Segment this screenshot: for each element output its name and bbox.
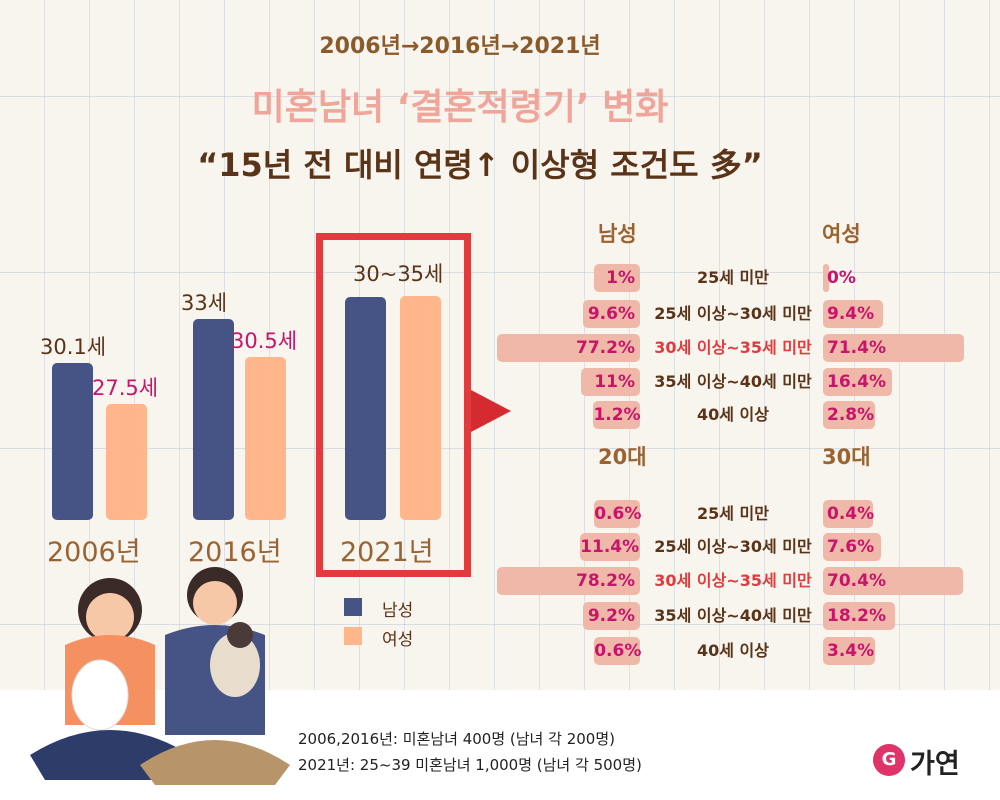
group-header: 30대 [822, 445, 871, 469]
female-bar-2021년 [400, 296, 441, 520]
arrow-right-icon [471, 390, 511, 432]
male-bar-2021년 [345, 297, 386, 520]
percent-bar-left: 11% [580, 368, 640, 396]
group-header: 남성 [598, 222, 637, 246]
legend-female: 여성 [382, 630, 414, 650]
age-range-label: 25세 미만 [697, 504, 769, 523]
timeline-heading: 2006년→2016년→2021년 [319, 34, 601, 59]
percent-bar-left: 77.2% [497, 334, 640, 362]
range-label-2021: 30~35세 [353, 262, 444, 286]
percent-bar-right: 70.4% [823, 567, 963, 595]
percent-bar-right: 0% [823, 264, 856, 292]
percent-bar-right: 18.2% [823, 602, 895, 630]
percent-bar-left: 9.2% [583, 602, 640, 630]
value-label: 30.5세 [231, 329, 298, 354]
logo-text: 가연 [910, 749, 960, 780]
percent-bar-right: 0.4% [823, 500, 874, 528]
highlight-box-2021 [316, 233, 471, 577]
year-label: 2016년 [188, 537, 282, 568]
percent-bar-left: 11.4% [580, 533, 640, 561]
age-range-label: 35세 이상~40세 미만 [654, 372, 812, 391]
percent-bar-right: 2.8% [823, 401, 875, 429]
age-range-label: 40세 이상 [697, 641, 769, 660]
age-range-label: 35세 이상~40세 미만 [654, 606, 812, 625]
female-bar-2016년 [245, 357, 286, 520]
percent-bar-right: 16.4% [823, 368, 893, 396]
percent-bar-right: 71.4% [823, 334, 964, 362]
female-bar-2006년 [106, 403, 147, 520]
footnote-2006-2016: 2006,2016년: 미혼남녀 400명 (남녀 각 200명) [298, 730, 615, 748]
year-label: 2021년 [340, 537, 434, 568]
percent-bar-left: 0.6% [594, 500, 641, 528]
percent-bar-left: 1% [593, 264, 640, 292]
age-range-label: 25세 이상~30세 미만 [654, 304, 812, 323]
value-label: 30.1세 [40, 335, 107, 360]
group-header: 여성 [822, 222, 861, 246]
age-range-label: 25세 미만 [697, 268, 769, 287]
male-bar-2016년 [193, 318, 234, 520]
percent-bar-left: 9.6% [582, 300, 640, 328]
age-range-label: 25세 이상~30세 미만 [654, 537, 812, 556]
age-range-label: 40세 이상 [697, 405, 769, 424]
subtitle: “15년 전 대비 연령↑ 이상형 조건도 多” [197, 146, 763, 184]
group-header: 20대 [598, 445, 647, 469]
value-label: 27.5세 [92, 375, 159, 400]
footnote-2021: 2021년: 25~39 미혼남녀 1,000명 (남녀 각 500명) [298, 756, 642, 774]
percent-bar-left: 78.2% [497, 567, 640, 595]
percent-bar-right: 3.4% [823, 637, 876, 665]
couple-with-pets-illustration [30, 567, 290, 785]
year-label: 2006년 [47, 537, 141, 568]
percent-bar-right: 7.6% [823, 533, 881, 561]
legend-male: 남성 [382, 601, 414, 621]
percent-bar-left: 1.2% [593, 401, 641, 429]
percent-bar-left: 0.6% [594, 637, 641, 665]
main-title: 미혼남녀 ‘결혼적령기’ 변화 [251, 87, 669, 128]
male-bar-2006년 [52, 363, 93, 520]
legend-swatch-female [344, 627, 362, 645]
age-range-label: 30세 이상~35세 미만 [654, 571, 812, 590]
legend-swatch-male [344, 598, 362, 616]
percent-bar-right: 9.4% [823, 300, 884, 328]
age-range-label: 30세 이상~35세 미만 [654, 338, 812, 357]
value-label: 33세 [181, 290, 228, 315]
logo-icon: G [873, 744, 905, 776]
